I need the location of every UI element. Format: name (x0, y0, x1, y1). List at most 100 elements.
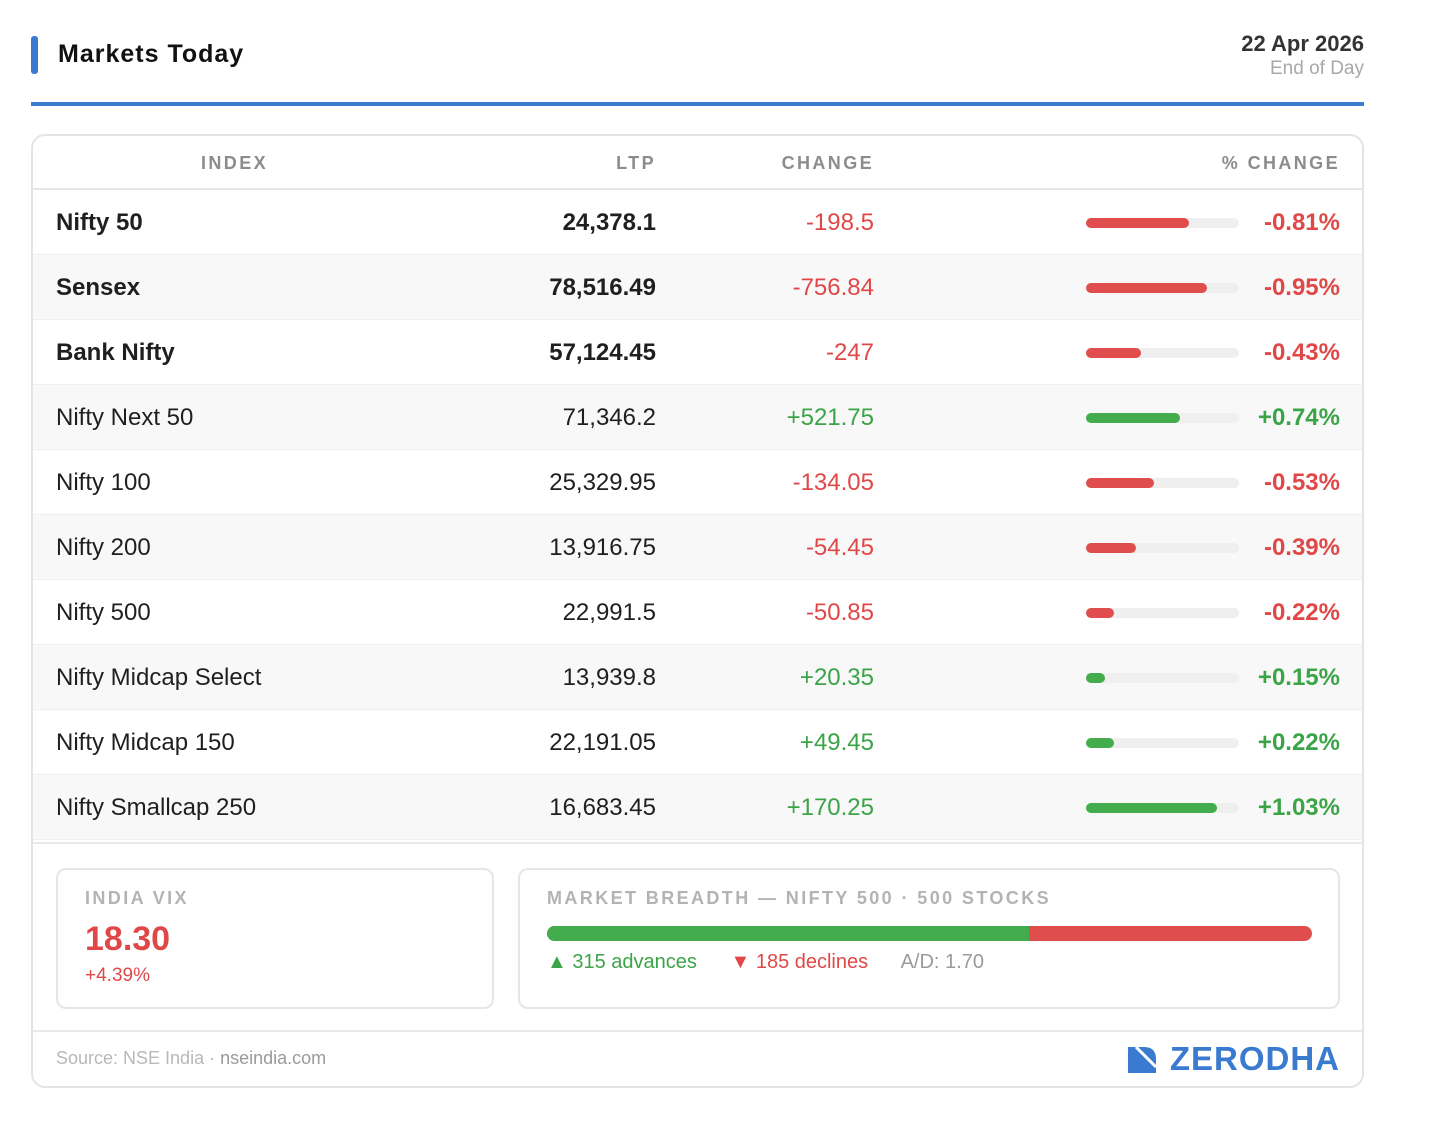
source-link[interactable]: nseindia.com (220, 1048, 327, 1068)
report-date: 22 Apr 2026 (1241, 31, 1364, 56)
index-pct-change: +0.74% (1257, 404, 1340, 431)
table-row[interactable]: Bank Nifty 57,124.45 -247 -0.43% (33, 320, 1362, 385)
table-row[interactable]: Nifty Smallcap 250 16,683.45 +170.25 +1.03% (33, 775, 1362, 840)
index-change: -134.05 (792, 469, 874, 496)
index-change: +49.45 (799, 729, 874, 756)
pct-change-bar-fill (1086, 543, 1136, 553)
pct-change-bar-track (1086, 673, 1239, 683)
index-change: -198.5 (805, 209, 874, 236)
index-change: +170.25 (786, 794, 874, 821)
column-header-pct-change[interactable]: % CHANGE (1221, 153, 1340, 173)
index-name: Nifty Next 50 (56, 404, 194, 431)
index-ltp: 25,329.95 (549, 469, 656, 496)
page-title: Markets Today (58, 40, 245, 68)
index-change: -756.84 (792, 274, 874, 301)
index-change: -247 (825, 339, 874, 366)
index-ltp: 24,378.1 (562, 209, 656, 236)
index-name: Nifty 50 (56, 209, 143, 236)
table-header: INDEX LTP CHANGE % CHANGE (33, 136, 1362, 190)
declines-count: ▼ 185 declines (730, 951, 869, 973)
index-change: -54.45 (805, 534, 874, 561)
index-pct-change: -0.53% (1263, 469, 1340, 496)
india-vix-panel: INDIA VIX 18.30 +4.39% (56, 868, 494, 1009)
report-subtitle: End of Day (1270, 58, 1364, 79)
index-name: Nifty 500 (56, 599, 151, 626)
pct-change-bar-fill (1086, 348, 1141, 358)
header-accent-bar (31, 36, 38, 74)
index-name: Nifty Midcap Select (56, 664, 262, 691)
advances-count: ▲ 315 advances (547, 951, 697, 973)
index-name: Nifty Midcap 150 (56, 729, 235, 756)
pct-change-bar-fill (1086, 218, 1190, 228)
pct-change-bar-track (1086, 283, 1239, 293)
pct-change-bar-fill (1086, 803, 1218, 813)
pct-change-bar-fill (1086, 673, 1106, 683)
pct-change-bar-fill (1086, 608, 1115, 618)
pct-change-bar-fill (1086, 283, 1208, 293)
table-row[interactable]: Nifty 50 24,378.1 -198.5 -0.81% (33, 190, 1362, 255)
index-pct-change: -0.39% (1263, 534, 1340, 561)
breadth-advances-fill (547, 926, 1029, 941)
page-header: Markets Today 22 Apr 2026 End of Day (31, 28, 1364, 106)
table-row[interactable]: Nifty Midcap 150 22,191.05 +49.45 +0.22% (33, 710, 1362, 775)
index-pct-change: -0.81% (1263, 209, 1340, 236)
pct-change-bar-track (1086, 543, 1239, 553)
index-name: Bank Nifty (56, 339, 175, 366)
index-ltp: 22,991.5 (562, 599, 656, 626)
market-breadth-panel: MARKET BREADTH — NIFTY 500 · 500 STOCKS … (518, 868, 1340, 1009)
pct-change-bar-track (1086, 738, 1239, 748)
source-label: Source: NSE India · (56, 1048, 216, 1068)
source-note: Source: NSE India · nseindia.com (56, 1048, 326, 1069)
markets-card: INDEX LTP CHANGE % CHANGE Nifty 50 24,378… (31, 134, 1364, 1088)
index-name: Sensex (56, 274, 141, 301)
index-pct-change: -0.43% (1263, 339, 1340, 366)
column-header-index[interactable]: INDEX (201, 153, 269, 173)
pct-change-bar-track (1086, 348, 1239, 358)
index-ltp: 71,346.2 (562, 404, 656, 431)
table-row[interactable]: Nifty Next 50 71,346.2 +521.75 +0.74% (33, 385, 1362, 450)
breadth-bar (547, 926, 1312, 941)
index-name: Nifty 200 (56, 534, 151, 561)
breadth-legend: ▲ 315 advances ▼ 185 declines A/D: 1.70 (547, 951, 1012, 974)
table-row[interactable]: Sensex 78,516.49 -756.84 -0.95% (33, 255, 1362, 320)
table-row[interactable]: Nifty 500 22,991.5 -50.85 -0.22% (33, 580, 1362, 645)
pct-change-bar-track (1086, 608, 1239, 618)
pct-change-bar-fill (1086, 413, 1181, 423)
vix-value: 18.30 (85, 920, 171, 958)
column-header-change[interactable]: CHANGE (781, 153, 874, 173)
index-pct-change: -0.95% (1263, 274, 1340, 301)
pct-change-bar-track (1086, 803, 1239, 813)
index-pct-change: -0.22% (1263, 599, 1340, 626)
index-ltp: 57,124.45 (549, 339, 656, 366)
pct-change-bar-fill (1086, 738, 1115, 748)
index-pct-change: +0.22% (1257, 729, 1340, 756)
index-pct-change: +0.15% (1257, 664, 1340, 691)
column-header-ltp[interactable]: LTP (616, 153, 656, 173)
vix-change: +4.39% (85, 965, 150, 986)
index-ltp: 16,683.45 (549, 794, 656, 821)
index-name: Nifty 100 (56, 469, 151, 496)
breadth-label: MARKET BREADTH — NIFTY 500 · 500 STOCKS (547, 888, 1052, 908)
vix-label: INDIA VIX (85, 888, 189, 908)
table-row[interactable]: Nifty Midcap Select 13,939.8 +20.35 +0.15% (33, 645, 1362, 710)
table-row[interactable]: Nifty 200 13,916.75 -54.45 -0.39% (33, 515, 1362, 580)
pct-change-bar-track (1086, 478, 1239, 488)
pct-change-bar-fill (1086, 478, 1154, 488)
ad-ratio: A/D: 1.70 (900, 951, 984, 973)
table-row[interactable]: Nifty 100 25,329.95 -134.05 -0.53% (33, 450, 1362, 515)
index-ltp: 13,916.75 (549, 534, 656, 561)
index-ltp: 13,939.8 (562, 664, 656, 691)
card-footer: Source: NSE India · nseindia.com ZERODHA (33, 1032, 1362, 1086)
zerodha-brand[interactable]: ZERODHA (1127, 1040, 1340, 1077)
brand-name: ZERODHA (1169, 1040, 1340, 1077)
zerodha-logo-icon (1127, 1045, 1156, 1073)
index-ltp: 78,516.49 (549, 274, 656, 301)
pct-change-bar-track (1086, 413, 1239, 423)
index-change: +521.75 (786, 404, 874, 431)
index-ltp: 22,191.05 (549, 729, 656, 756)
index-change: +20.35 (799, 664, 874, 691)
index-name: Nifty Smallcap 250 (56, 794, 257, 821)
pct-change-bar-track (1086, 218, 1239, 228)
index-change: -50.85 (805, 599, 874, 626)
index-pct-change: +1.03% (1257, 794, 1340, 821)
